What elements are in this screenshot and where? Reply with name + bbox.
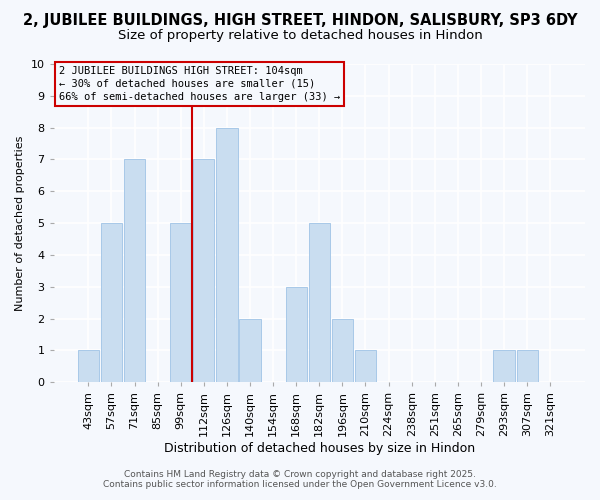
Text: 2 JUBILEE BUILDINGS HIGH STREET: 104sqm
← 30% of detached houses are smaller (15: 2 JUBILEE BUILDINGS HIGH STREET: 104sqm …: [59, 66, 340, 102]
Bar: [286, 287, 307, 382]
Bar: [193, 160, 214, 382]
Text: Contains HM Land Registry data © Crown copyright and database right 2025.
Contai: Contains HM Land Registry data © Crown c…: [103, 470, 497, 489]
Bar: [124, 160, 145, 382]
X-axis label: Distribution of detached houses by size in Hindon: Distribution of detached houses by size …: [164, 442, 475, 455]
Text: Size of property relative to detached houses in Hindon: Size of property relative to detached ho…: [118, 28, 482, 42]
Y-axis label: Number of detached properties: Number of detached properties: [15, 136, 25, 311]
Bar: [355, 350, 376, 382]
Bar: [216, 128, 238, 382]
Bar: [493, 350, 515, 382]
Bar: [78, 350, 99, 382]
Bar: [308, 223, 330, 382]
Bar: [170, 223, 191, 382]
Bar: [101, 223, 122, 382]
Bar: [332, 318, 353, 382]
Bar: [517, 350, 538, 382]
Text: 2, JUBILEE BUILDINGS, HIGH STREET, HINDON, SALISBURY, SP3 6DY: 2, JUBILEE BUILDINGS, HIGH STREET, HINDO…: [23, 12, 577, 28]
Bar: [239, 318, 260, 382]
